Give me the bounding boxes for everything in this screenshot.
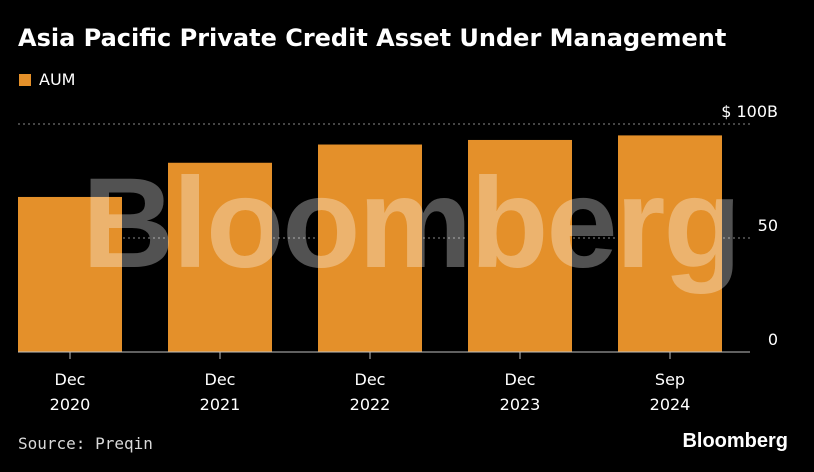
- x-tick-label-0-0: Dec: [55, 370, 86, 389]
- legend: AUM: [19, 70, 75, 89]
- x-tick-label-3-1: 2023: [500, 395, 541, 414]
- chart-title: Asia Pacific Private Credit Asset Under …: [18, 24, 727, 52]
- bar-4: [618, 135, 722, 352]
- bar-2: [318, 144, 422, 352]
- x-tick-label-3-0: Dec: [505, 370, 536, 389]
- bloomberg-logo: Bloomberg: [682, 430, 788, 452]
- source-note: Source: Preqin: [18, 434, 153, 453]
- bar-0: [18, 196, 122, 352]
- legend-swatch-aum: [19, 73, 31, 86]
- x-tick-label-0-1: 2020: [50, 395, 91, 414]
- x-tick-label-2-0: Dec: [355, 370, 386, 389]
- y-tick-label-100: $ 100B: [721, 102, 778, 121]
- x-tick-label-1-0: Dec: [205, 370, 236, 389]
- x-tick-label-2-1: 2022: [350, 395, 391, 414]
- x-tick-label-4-0: Sep: [655, 370, 685, 389]
- x-tick-label-4-1: 2024: [650, 395, 691, 414]
- bar-1: [168, 162, 272, 352]
- y-tick-label-0: 0: [768, 330, 778, 349]
- x-tick-label-1-1: 2021: [200, 395, 241, 414]
- legend-label-aum: AUM: [39, 70, 76, 89]
- y-tick-label-50: 50: [758, 216, 778, 235]
- bar-3: [468, 139, 572, 352]
